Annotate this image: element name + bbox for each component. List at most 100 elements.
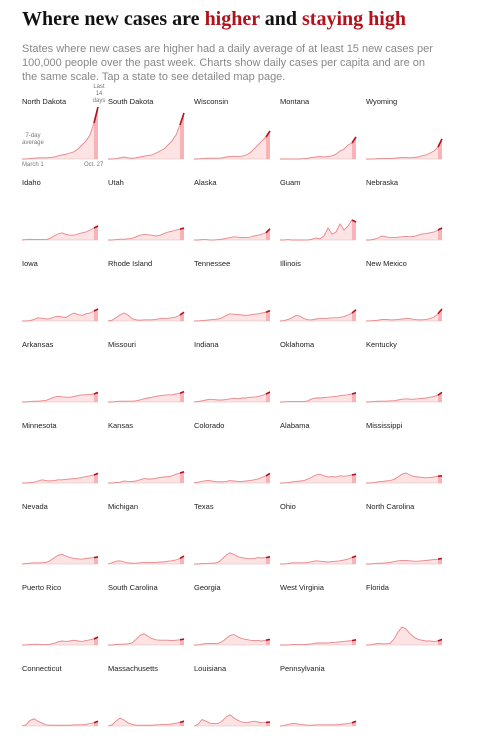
recent-line: [437, 638, 443, 642]
state-cell[interactable]: Connecticut: [21, 664, 100, 742]
state-cell[interactable]: Georgia: [194, 583, 272, 661]
state-chart: [108, 227, 185, 241]
state-chart: [22, 106, 99, 160]
state-name: Alaska: [194, 178, 217, 187]
line: [366, 472, 443, 484]
state-name: Utah: [108, 178, 124, 187]
state-cell[interactable]: Tennessee: [194, 259, 272, 337]
state-cell[interactable]: Alabama: [280, 421, 358, 499]
state-name: Ohio: [280, 502, 296, 511]
state-cell[interactable]: Alaska: [194, 178, 272, 256]
recent-line: [93, 225, 99, 229]
area: [22, 107, 98, 159]
state-cell[interactable]: South Carolina: [108, 583, 186, 661]
state-cell[interactable]: Massachusetts: [107, 664, 186, 742]
state-cell[interactable]: Ohio: [280, 502, 358, 580]
state-cell[interactable]: Puerto Rico: [22, 583, 100, 661]
state-name: South Carolina: [108, 583, 158, 592]
state-cell[interactable]: North Carolina: [366, 502, 444, 580]
state-cell[interactable]: Wisconsin: [194, 97, 272, 175]
line: [22, 636, 99, 646]
state-cell[interactable]: Rhode Island: [107, 259, 186, 337]
state-cell[interactable]: Michigan: [107, 502, 186, 580]
state-name: Kansas: [108, 421, 134, 430]
line: [366, 308, 443, 322]
state-cell[interactable]: Missouri: [108, 340, 186, 418]
state-name: South Dakota: [108, 97, 154, 106]
state-cell[interactable]: Indiana: [193, 340, 272, 418]
state-cell[interactable]: Kentucky: [366, 340, 444, 418]
area: [366, 473, 442, 483]
line: [280, 639, 357, 646]
recent-area: [94, 392, 98, 402]
state-cell[interactable]: West Virginia: [280, 583, 358, 661]
state-cell[interactable]: North Dakota: [22, 97, 100, 175]
recent-line: [93, 720, 99, 724]
state-cell[interactable]: Mississippi: [366, 421, 444, 499]
line: [280, 392, 357, 403]
recent-line: [351, 309, 357, 314]
state-cell[interactable]: Illinois: [279, 259, 358, 337]
state-name: Rhode Island: [108, 259, 153, 268]
line: [21, 225, 99, 241]
line: [108, 471, 185, 484]
recent-line: [93, 391, 99, 395]
state-name: Nevada: [22, 502, 48, 511]
line: [107, 717, 185, 727]
state-cell[interactable]: Oklahoma: [280, 340, 358, 418]
state-name: Puerto Rico: [22, 583, 62, 592]
state-name: Arkansas: [22, 340, 54, 349]
line: [194, 634, 271, 646]
recent-line: [265, 472, 271, 477]
state-name: Texas: [194, 502, 214, 511]
recent-area: [266, 556, 270, 564]
state-cell[interactable]: Wyoming: [366, 97, 444, 175]
state-name: Indiana: [194, 340, 219, 349]
recent-line: [437, 138, 443, 148]
state-cell[interactable]: Minnesota: [22, 421, 100, 499]
state-cell[interactable]: Iowa: [22, 259, 100, 337]
state-cell[interactable]: Guam: [280, 178, 358, 256]
recent-line: [179, 227, 185, 230]
recent-area: [352, 474, 356, 483]
state-name: West Virginia: [280, 583, 324, 592]
recent-area: [180, 391, 184, 402]
recent-line: [351, 219, 357, 223]
title-part: higher: [204, 8, 260, 30]
state-chart: [193, 472, 271, 484]
state-chart: [366, 557, 443, 565]
line: [280, 219, 357, 241]
area: [280, 220, 356, 240]
state-cell[interactable]: South Dakota: [108, 97, 186, 175]
state-cell[interactable]: Colorado: [193, 421, 272, 499]
line: [194, 228, 271, 241]
state-name: Oklahoma: [280, 340, 315, 349]
state-cell[interactable]: Florida: [366, 583, 444, 661]
state-cell[interactable]: Texas: [194, 502, 272, 580]
state-chart: [108, 390, 185, 403]
state-cell[interactable]: Nebraska: [366, 178, 444, 256]
state-cell[interactable]: Pennsylvania: [279, 664, 358, 742]
chart-title: Where new cases are higher and staying h…: [22, 8, 406, 31]
state-name: Illinois: [280, 259, 301, 268]
area: [194, 714, 270, 726]
recent-line: [93, 106, 99, 124]
state-name: Alabama: [280, 421, 310, 430]
area: [22, 554, 98, 564]
state-chart: [21, 553, 99, 565]
line: [21, 553, 99, 565]
state-cell[interactable]: Montana: [280, 97, 358, 175]
state-cell[interactable]: New Mexico: [366, 259, 444, 337]
state-chart: [366, 138, 443, 160]
state-cell[interactable]: Idaho: [21, 178, 100, 256]
state-cell[interactable]: Kansas: [108, 421, 186, 499]
area: [22, 392, 98, 402]
state-cell[interactable]: Nevada: [21, 502, 100, 580]
line: [108, 633, 185, 646]
state-cell[interactable]: Utah: [108, 178, 186, 256]
recent-area: [266, 310, 270, 321]
state-name: Massachusetts: [108, 664, 159, 673]
state-cell[interactable]: Louisiana: [193, 664, 272, 742]
chart-subtitle: States where new cases are higher had a …: [22, 43, 433, 83]
state-cell[interactable]: Arkansas: [22, 340, 100, 418]
